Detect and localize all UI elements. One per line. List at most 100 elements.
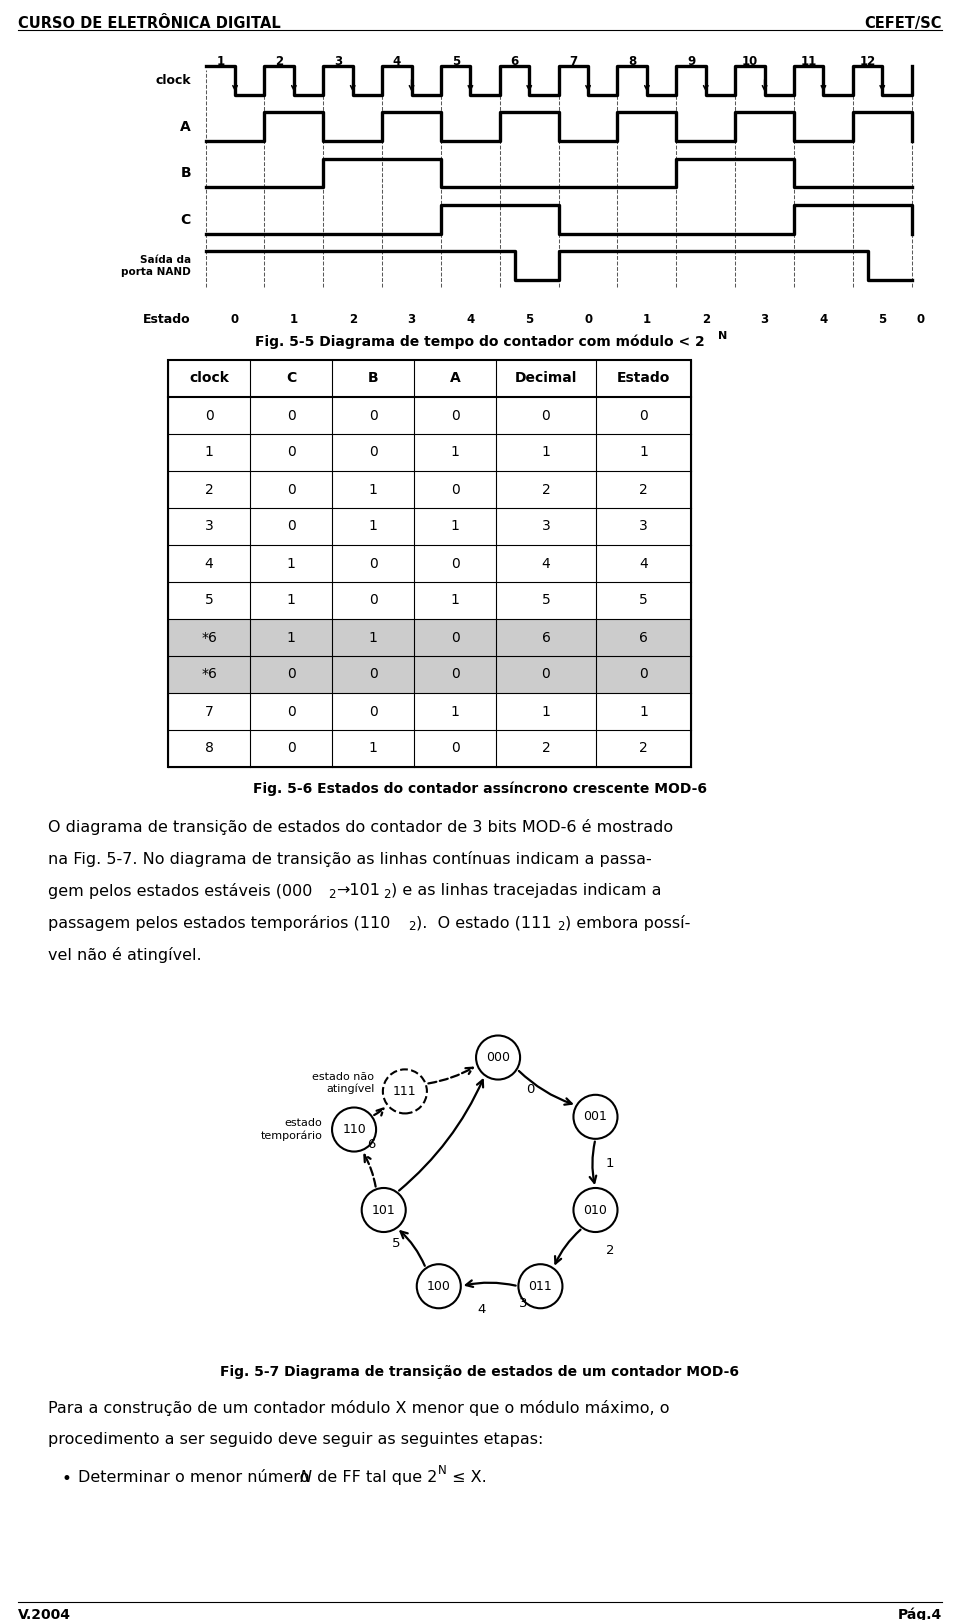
Text: 0: 0: [287, 408, 296, 423]
Text: 1: 1: [369, 630, 377, 645]
Text: 0: 0: [287, 520, 296, 533]
Text: 011: 011: [529, 1280, 552, 1293]
Text: 2: 2: [541, 742, 550, 755]
Text: de FF tal que 2: de FF tal que 2: [312, 1469, 438, 1486]
Text: 3: 3: [541, 520, 550, 533]
Text: 1: 1: [287, 557, 296, 570]
Text: 2: 2: [383, 888, 391, 901]
FancyArrowPatch shape: [589, 1142, 596, 1183]
Text: N: N: [718, 330, 728, 340]
Text: 2: 2: [557, 920, 564, 933]
Text: 4: 4: [393, 55, 401, 68]
Text: 3: 3: [204, 520, 213, 533]
Text: 1: 1: [450, 593, 460, 608]
Text: 001: 001: [584, 1110, 608, 1123]
Text: ).  O estado (111: ). O estado (111: [416, 915, 552, 930]
Text: 12: 12: [859, 55, 876, 68]
Text: clock: clock: [156, 75, 191, 87]
Text: 1: 1: [369, 483, 377, 496]
FancyArrowPatch shape: [365, 1155, 375, 1186]
Text: *6: *6: [201, 630, 217, 645]
Text: 0: 0: [287, 742, 296, 755]
Text: A: A: [180, 120, 191, 134]
Text: gem pelos estados estáveis (000: gem pelos estados estáveis (000: [48, 883, 312, 899]
Text: 7: 7: [204, 705, 213, 719]
Text: 000: 000: [486, 1051, 510, 1064]
Text: Pág.4: Pág.4: [898, 1609, 942, 1620]
Bar: [168, 619, 691, 656]
Text: 0: 0: [231, 313, 239, 326]
Text: 2: 2: [639, 483, 648, 496]
Text: 1: 1: [287, 630, 296, 645]
Text: 3: 3: [407, 313, 416, 326]
Text: 2: 2: [702, 313, 709, 326]
Text: 1: 1: [450, 705, 460, 719]
FancyArrowPatch shape: [374, 1108, 384, 1116]
Text: 0: 0: [639, 408, 648, 423]
Text: CEFET/SC: CEFET/SC: [865, 16, 942, 31]
Text: 0: 0: [450, 667, 460, 682]
Text: 6: 6: [639, 630, 648, 645]
Text: 5: 5: [878, 313, 886, 326]
Text: 5: 5: [204, 593, 213, 608]
Text: 1: 1: [450, 520, 460, 533]
Text: 111: 111: [393, 1085, 417, 1098]
Text: 8: 8: [204, 742, 213, 755]
Text: 1: 1: [639, 446, 648, 460]
Text: ≤ X.: ≤ X.: [447, 1469, 487, 1486]
Text: procedimento a ser seguido deve seguir as seguintes etapas:: procedimento a ser seguido deve seguir a…: [48, 1432, 543, 1447]
Text: passagem pelos estados temporários (110: passagem pelos estados temporários (110: [48, 915, 391, 932]
Text: 0: 0: [450, 557, 460, 570]
Text: 5: 5: [525, 313, 534, 326]
Text: 0: 0: [369, 557, 377, 570]
Text: Fig. 5-6 Estados do contador assíncrono crescente MOD-6: Fig. 5-6 Estados do contador assíncrono …: [253, 782, 707, 797]
Text: 2: 2: [541, 483, 550, 496]
Text: Fig. 5-7 Diagrama de transição de estados de um contador MOD-6: Fig. 5-7 Diagrama de transição de estado…: [221, 1366, 739, 1379]
Text: 9: 9: [687, 55, 695, 68]
FancyArrowPatch shape: [518, 1071, 572, 1105]
FancyArrowPatch shape: [466, 1280, 516, 1286]
Text: 0: 0: [450, 742, 460, 755]
Text: 6: 6: [511, 55, 518, 68]
Text: 10: 10: [742, 55, 758, 68]
Text: 2: 2: [328, 888, 335, 901]
Text: →101: →101: [336, 883, 380, 897]
Text: 0: 0: [287, 705, 296, 719]
Text: Estado: Estado: [143, 313, 191, 326]
FancyArrowPatch shape: [400, 1231, 424, 1265]
Text: estado não
atingível: estado não atingível: [312, 1072, 374, 1094]
Text: *6: *6: [201, 667, 217, 682]
Text: 0: 0: [369, 408, 377, 423]
Text: 5: 5: [393, 1238, 400, 1251]
Text: 6: 6: [541, 630, 550, 645]
Text: 1: 1: [541, 446, 550, 460]
Bar: [168, 360, 691, 766]
FancyArrowPatch shape: [428, 1068, 473, 1084]
Text: •: •: [62, 1469, 72, 1489]
Text: 1: 1: [287, 593, 296, 608]
Text: 0: 0: [541, 408, 550, 423]
Text: 3: 3: [760, 313, 769, 326]
Text: estado
temporário: estado temporário: [260, 1118, 323, 1140]
Text: 100: 100: [427, 1280, 450, 1293]
Text: 3: 3: [519, 1296, 528, 1309]
Text: Determinar o menor número: Determinar o menor número: [78, 1469, 315, 1486]
Text: 1: 1: [290, 313, 298, 326]
Text: 2: 2: [408, 920, 416, 933]
Text: 5: 5: [639, 593, 648, 608]
Text: ) embora possí-: ) embora possí-: [565, 915, 690, 932]
Text: 1: 1: [216, 55, 225, 68]
Text: 1: 1: [369, 742, 377, 755]
Text: 3: 3: [334, 55, 342, 68]
Text: 0: 0: [369, 593, 377, 608]
Text: 0: 0: [450, 408, 460, 423]
Text: 2: 2: [276, 55, 283, 68]
Text: N: N: [438, 1464, 446, 1477]
Text: 2: 2: [606, 1244, 614, 1257]
Text: Fig. 5-5 Diagrama de tempo do contador com módulo < 2: Fig. 5-5 Diagrama de tempo do contador c…: [255, 335, 705, 350]
Text: 7: 7: [569, 55, 577, 68]
Text: 4: 4: [467, 313, 474, 326]
Text: 4: 4: [819, 313, 828, 326]
Text: 1: 1: [639, 705, 648, 719]
Text: 110: 110: [342, 1123, 366, 1136]
